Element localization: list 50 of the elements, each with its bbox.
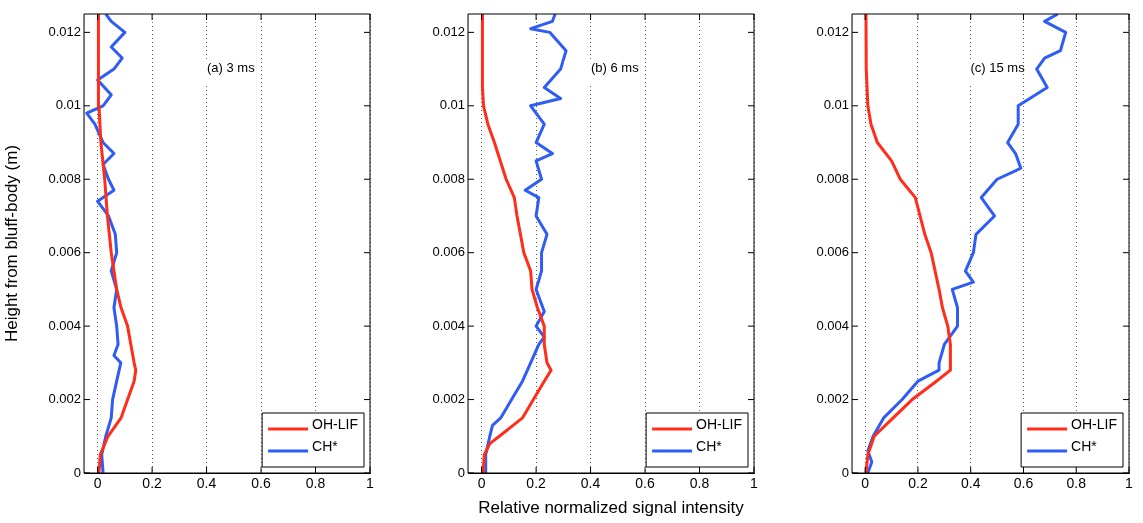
legend-label: CH* — [696, 438, 723, 454]
x-tick-label: 0 — [93, 475, 102, 492]
x-tick-label: 0.2 — [908, 475, 928, 492]
x-tick-label: 1 — [1125, 475, 1134, 492]
y-tick-label: 0.012 — [48, 23, 81, 39]
y-tick-label: 0.002 — [816, 391, 849, 407]
x-tick-label: 0.6 — [251, 475, 271, 492]
legend-label: OH-LIF — [696, 416, 742, 432]
x-tick-label: 0.2 — [526, 475, 547, 492]
y-tick-label: 0 — [841, 464, 849, 480]
x-tick-label: 0.2 — [142, 475, 163, 492]
annotation: (c) 15 ms — [970, 60, 1026, 75]
y-tick-label: 0.006 — [816, 244, 849, 260]
y-tick-label: 0.006 — [432, 244, 465, 260]
y-tick-label: 0 — [457, 464, 465, 480]
x-axis-title: Relative normalized signal intensity — [478, 498, 745, 518]
legend-label: CH* — [1071, 438, 1098, 454]
annotation: (a) 3 ms — [207, 60, 256, 75]
x-tick-label: 0.4 — [196, 475, 217, 492]
legend-label: CH* — [312, 438, 339, 454]
y-tick-label: 0.008 — [48, 170, 81, 186]
annotation: (b) 6 ms — [591, 60, 640, 75]
y-tick-label: 0.01 — [55, 97, 81, 113]
y-tick-label: 0.008 — [432, 170, 465, 186]
x-tick-label: 0.8 — [689, 475, 710, 492]
y-tick-label: 0.002 — [432, 391, 465, 407]
x-tick-label: 0.4 — [960, 475, 981, 492]
y-tick-label: 0.006 — [48, 244, 81, 260]
y-axis-title: Height from bluff-body (m) — [1, 144, 21, 343]
x-tick-label: 0.8 — [305, 475, 326, 492]
x-tick-label: 0.6 — [1013, 475, 1034, 492]
legend-label: OH-LIF — [1071, 416, 1117, 432]
y-tick-label: 0 — [73, 464, 81, 480]
y-tick-label: 0.01 — [823, 97, 849, 113]
x-tick-label: 0.6 — [635, 475, 655, 492]
x-tick-label: 1 — [366, 475, 375, 492]
y-tick-label: 0.008 — [816, 170, 849, 186]
x-tick-label: 1 — [750, 475, 759, 492]
y-tick-label: 0.002 — [48, 391, 81, 407]
y-tick-label: 0.01 — [439, 97, 465, 113]
x-tick-label: 0.8 — [1066, 475, 1087, 492]
x-tick-label: 0.4 — [580, 475, 601, 492]
x-tick-label: 0 — [861, 475, 870, 492]
y-tick-label: 0.012 — [816, 23, 849, 39]
y-tick-label: 0.004 — [816, 317, 849, 333]
x-tick-label: 0 — [477, 475, 486, 492]
y-tick-label: 0.004 — [432, 317, 465, 333]
y-tick-label: 0.012 — [432, 23, 465, 39]
y-tick-label: 0.004 — [48, 317, 81, 333]
legend-label: OH-LIF — [312, 416, 358, 432]
